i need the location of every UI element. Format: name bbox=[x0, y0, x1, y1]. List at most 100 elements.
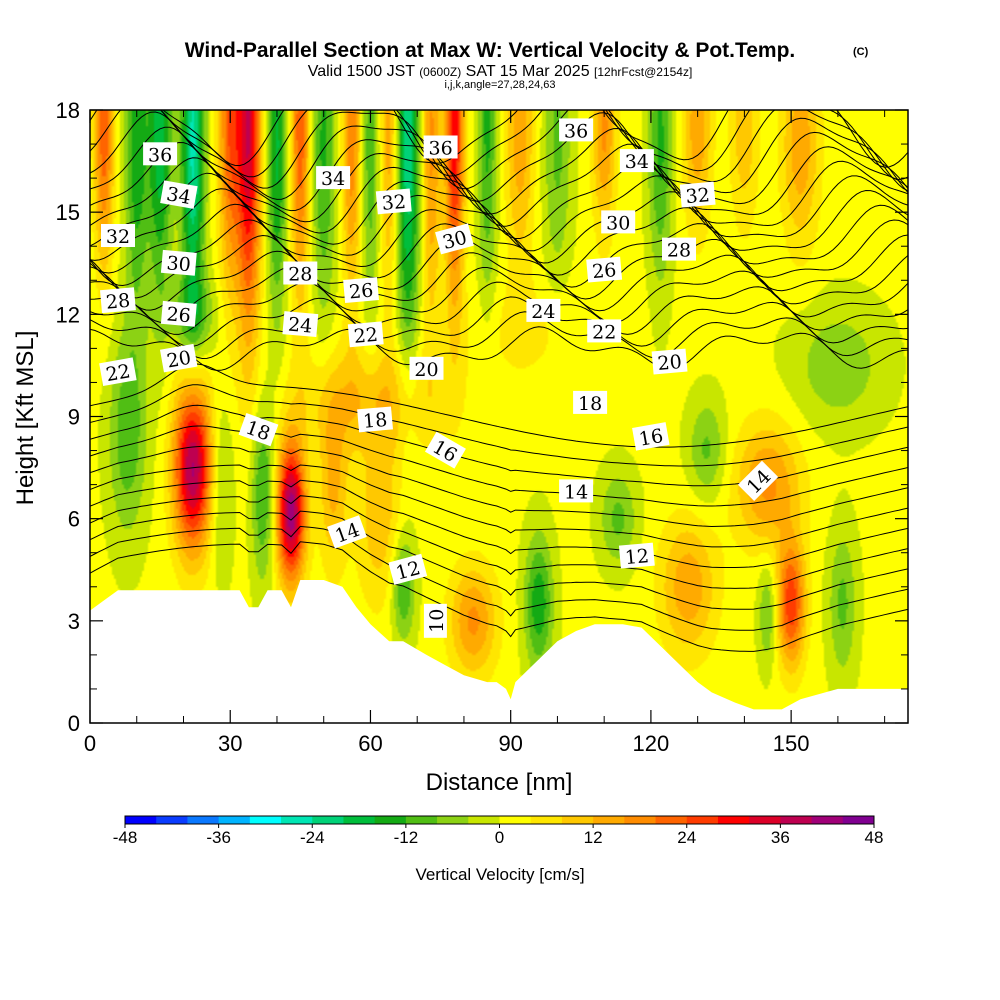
contour-label-text: 14 bbox=[564, 481, 588, 503]
contour-label-text: 34 bbox=[625, 151, 649, 173]
y-tick-label: 0 bbox=[68, 711, 80, 736]
y-tick-label: 12 bbox=[56, 302, 80, 327]
contour-label-box bbox=[632, 422, 670, 451]
contour-label-box bbox=[423, 135, 458, 159]
contour-label-18: 18 bbox=[357, 406, 393, 433]
contour-label-box bbox=[347, 321, 384, 348]
contour-label-13: 22 bbox=[347, 321, 384, 348]
theta-contour-36 bbox=[90, 110, 908, 192]
contour-label-17: 20 bbox=[409, 356, 444, 381]
contour-label-32: 18 bbox=[573, 390, 608, 415]
terrain-mask bbox=[90, 580, 908, 723]
theta-contour-20 bbox=[90, 363, 908, 448]
contour-label-text: 30 bbox=[166, 252, 192, 276]
colorbar-swatch bbox=[780, 816, 812, 824]
y-tick-label: 3 bbox=[68, 609, 80, 634]
contour-label-box bbox=[282, 311, 319, 338]
theta-contour-17 bbox=[90, 425, 908, 507]
colorbar-tick-label: 24 bbox=[677, 828, 696, 847]
contour-label-14: 32 bbox=[375, 188, 412, 215]
theta-contour-19 bbox=[90, 384, 908, 467]
subtitle-zulu: (0600Z) bbox=[419, 65, 461, 79]
contour-label-8: 18 bbox=[238, 413, 279, 447]
contour-label-box bbox=[160, 180, 198, 209]
colorbar-swatch bbox=[686, 816, 719, 824]
contour-label-29: 24 bbox=[526, 298, 561, 323]
x-tick-label: 120 bbox=[633, 731, 670, 756]
colorbar-tick-label: 0 bbox=[495, 828, 504, 847]
theta-contour-31 bbox=[90, 172, 908, 252]
contour-label-box bbox=[559, 118, 594, 142]
contour-label-box bbox=[343, 277, 379, 303]
colorbar-swatch bbox=[156, 816, 188, 824]
contour-label-text: 26 bbox=[348, 279, 374, 303]
contour-label-text: 18 bbox=[578, 393, 602, 415]
theta-contour-14 bbox=[90, 479, 908, 568]
contour-label-text: 18 bbox=[362, 409, 388, 433]
colorbar: -48 -36 -24 -12 0 12 24 36 48 bbox=[113, 815, 884, 847]
theta-contour-21 bbox=[90, 326, 908, 371]
contour-label-box bbox=[101, 224, 135, 247]
contour-label-22: 10 bbox=[423, 603, 448, 638]
copyright-mark: (C) bbox=[853, 46, 869, 58]
colorbar-swatch bbox=[561, 816, 594, 824]
theta-contour-11 bbox=[90, 525, 908, 631]
colorbar-swatch bbox=[468, 816, 500, 824]
y-axis-label: Height [Kft MSL] bbox=[12, 331, 39, 506]
colorbar-swatch bbox=[281, 816, 313, 824]
contour-label-text: 22 bbox=[353, 324, 379, 348]
colorbar-swatch bbox=[655, 816, 688, 824]
contour-label-28: 26 bbox=[586, 256, 623, 283]
contour-label-text: 26 bbox=[591, 259, 617, 283]
contour-label-1: 34 bbox=[160, 180, 198, 209]
contour-label-15: 36 bbox=[423, 135, 458, 160]
theta-contour-25 bbox=[90, 266, 908, 324]
colorbar-swatch bbox=[187, 816, 220, 824]
contour-label-27: 28 bbox=[662, 237, 696, 262]
colorbar-swatch bbox=[125, 816, 157, 824]
theta-contour-23 bbox=[90, 296, 908, 348]
contour-label-16: 30 bbox=[435, 223, 474, 255]
theta-contour-27 bbox=[90, 234, 908, 300]
subtitle-valid-a: Valid 1500 JST bbox=[308, 63, 416, 80]
colorbar-swatch bbox=[530, 816, 563, 824]
contour-label-text: 32 bbox=[106, 226, 130, 248]
colorbar-swatch bbox=[749, 816, 781, 824]
contour-label-10: 28 bbox=[283, 261, 318, 286]
colorbar-tick-label: -36 bbox=[206, 828, 231, 847]
contour-label-box bbox=[435, 223, 474, 255]
subtitle-valid-b: SAT 15 Mar 2025 bbox=[466, 63, 590, 80]
contour-label-20: 14 bbox=[327, 515, 367, 549]
y-tick-label: 9 bbox=[68, 405, 80, 430]
x-tick-label: 0 bbox=[84, 731, 96, 756]
contour-label-box bbox=[601, 210, 636, 234]
colorbar-swatch bbox=[717, 816, 750, 824]
theta-contour-30 bbox=[90, 188, 908, 264]
contour-label-7: 20 bbox=[159, 343, 198, 373]
contour-label-12: 26 bbox=[343, 277, 379, 304]
contour-label-9: 34 bbox=[316, 166, 351, 190]
contour-label-text: 34 bbox=[321, 168, 345, 190]
theta-contour-35 bbox=[90, 111, 908, 202]
potential-temperature-contours bbox=[90, 110, 908, 652]
colorbar-swatch bbox=[218, 816, 251, 824]
colorbar-tick-label: 48 bbox=[865, 828, 884, 847]
contour-label-5: 26 bbox=[160, 300, 197, 327]
contour-label-box bbox=[559, 479, 594, 503]
contour-label-box bbox=[327, 515, 367, 549]
contour-label-text: 28 bbox=[105, 290, 131, 314]
colorbar-swatch bbox=[437, 816, 469, 824]
theta-contour-29 bbox=[90, 203, 908, 276]
contour-label-text: 28 bbox=[667, 240, 691, 262]
contour-label-text: 32 bbox=[685, 184, 711, 208]
contour-label-text: 36 bbox=[148, 144, 172, 166]
contour-label-text: 36 bbox=[564, 120, 588, 142]
colorbar-swatch bbox=[624, 816, 656, 824]
x-tick-label: 60 bbox=[358, 731, 382, 756]
contour-label-box bbox=[619, 149, 654, 173]
contour-label-6: 22 bbox=[99, 357, 137, 386]
colorbar-tick-label: 36 bbox=[771, 828, 790, 847]
contour-label-25: 32 bbox=[679, 181, 716, 208]
